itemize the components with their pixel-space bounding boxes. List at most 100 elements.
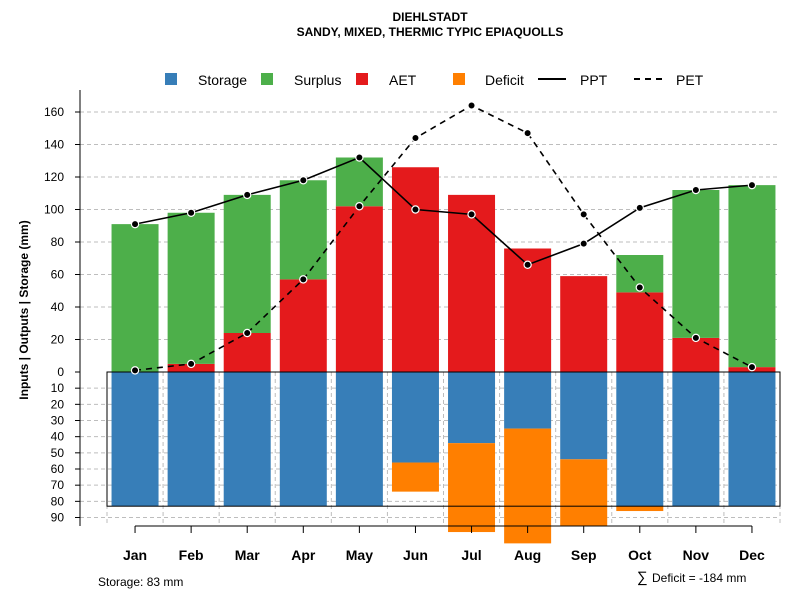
legend-deficit-swatch xyxy=(453,73,465,85)
y-tick-label: 20 xyxy=(51,397,65,411)
x-tick-label: Jan xyxy=(123,547,147,563)
legend-surplus-label: Surplus xyxy=(294,72,341,88)
pet-point xyxy=(355,202,364,211)
y-tick-label: 160 xyxy=(44,105,64,119)
x-tick-label: Jul xyxy=(461,547,481,563)
deficit-bar xyxy=(560,459,608,526)
legend-aet-label: AET xyxy=(389,72,417,88)
y-tick-label: 80 xyxy=(51,494,65,508)
deficit-bar xyxy=(391,462,439,492)
ppt-line xyxy=(134,156,753,266)
ppt-point xyxy=(691,185,701,195)
ppt-point xyxy=(579,239,588,248)
y-tick-label: 120 xyxy=(44,170,64,184)
ppt-point xyxy=(299,176,308,185)
legend-deficit-label: Deficit xyxy=(485,72,524,88)
pet-point xyxy=(243,328,252,338)
surplus-bar xyxy=(672,190,720,338)
y-axis-title: Inputs | Outputs | Storage (mm) xyxy=(17,220,31,399)
deficit-bar xyxy=(448,443,496,533)
x-tick-label: Apr xyxy=(291,547,316,563)
pet-line xyxy=(134,104,753,372)
surplus-bar xyxy=(167,212,215,364)
ppt-point xyxy=(355,153,364,162)
y-tick-label: 30 xyxy=(51,414,65,428)
storage-note: Storage: 83 mm xyxy=(98,575,183,589)
deficit-sum-symbol: ∑ xyxy=(637,569,648,586)
aet-bar xyxy=(504,248,552,372)
surplus-bar xyxy=(335,157,383,207)
pet-point xyxy=(747,362,757,372)
ppt-point xyxy=(130,219,140,229)
y-tick-label: 70 xyxy=(51,478,65,492)
deficit-note: Deficit = -184 mm xyxy=(652,571,746,585)
surplus-bar xyxy=(111,224,159,372)
surplus-bar xyxy=(223,194,271,333)
aet-bar xyxy=(279,279,327,372)
x-tick-label: May xyxy=(346,547,373,563)
bars xyxy=(111,157,776,544)
aet-bar xyxy=(448,194,496,372)
axes: 0 20 40 60 80 100 120 140 160 10 20 30 40 50 60 70 80 90 J… xyxy=(44,90,765,563)
legend-ppt-label: PPT xyxy=(580,72,608,88)
pet-point xyxy=(691,333,701,343)
x-tick-label: Nov xyxy=(683,547,710,563)
ppt-point xyxy=(186,208,196,217)
ppt-point xyxy=(467,210,476,219)
y-tick-label: 100 xyxy=(44,203,64,217)
y-tick-label: 20 xyxy=(51,333,65,347)
x-tick-label: Dec xyxy=(739,547,765,563)
legend-storage-label: Storage xyxy=(198,72,247,88)
x-tick-label: Sep xyxy=(571,547,597,563)
ppt-point xyxy=(747,180,757,190)
aet-bar xyxy=(391,167,439,372)
y-tick-label: 60 xyxy=(51,462,65,476)
deficit-bar xyxy=(616,506,664,512)
storage-bar xyxy=(672,372,720,507)
ppt-point xyxy=(411,205,420,214)
x-tick-label: Jun xyxy=(403,547,428,563)
y-tick-label: 40 xyxy=(51,300,65,314)
pet-point xyxy=(186,359,196,369)
x-tick-label: Oct xyxy=(628,547,652,563)
pet-point xyxy=(411,133,420,143)
aet-bar xyxy=(616,292,664,372)
pet-point xyxy=(579,210,588,219)
aet-bar xyxy=(335,206,383,372)
ppt-point xyxy=(523,260,532,269)
ppt-point xyxy=(635,203,644,213)
storage-bar xyxy=(167,372,215,507)
x-tick-label: Aug xyxy=(514,547,541,563)
storage-bar xyxy=(728,372,776,507)
storage-bar xyxy=(391,372,439,463)
legend-pet-label: PET xyxy=(676,72,704,88)
y-tick-label: 60 xyxy=(51,268,65,282)
legend: Storage Surplus AET Deficit PPT PET xyxy=(165,72,704,88)
y-tick-label: 80 xyxy=(51,235,65,249)
pet-point xyxy=(523,128,532,138)
aet-bar xyxy=(223,333,271,372)
aet-bar xyxy=(672,337,720,372)
storage-bar xyxy=(223,372,271,507)
ppt-point xyxy=(243,190,252,200)
x-tick-label: Mar xyxy=(235,547,260,563)
y-tick-label: 0 xyxy=(57,365,64,379)
pet-point xyxy=(467,101,476,110)
storage-bar xyxy=(504,372,552,429)
legend-aet-swatch xyxy=(356,73,368,85)
pet-point xyxy=(635,283,644,292)
surplus-bar xyxy=(279,180,327,280)
y-tick-label: 50 xyxy=(51,446,65,460)
aet-bar xyxy=(560,276,608,372)
storage-bar xyxy=(448,372,496,444)
legend-storage-swatch xyxy=(165,73,177,85)
deficit-bar xyxy=(504,428,552,544)
legend-surplus-swatch xyxy=(261,73,273,85)
pet-point xyxy=(130,366,140,375)
y-tick-label: 10 xyxy=(51,381,65,395)
surplus-bar xyxy=(728,185,776,368)
storage-bar xyxy=(279,372,327,507)
y-tick-label: 140 xyxy=(44,138,64,152)
chart-subtitle: SANDY, MIXED, THERMIC TYPIC EPIAQUOLLS xyxy=(297,25,564,39)
